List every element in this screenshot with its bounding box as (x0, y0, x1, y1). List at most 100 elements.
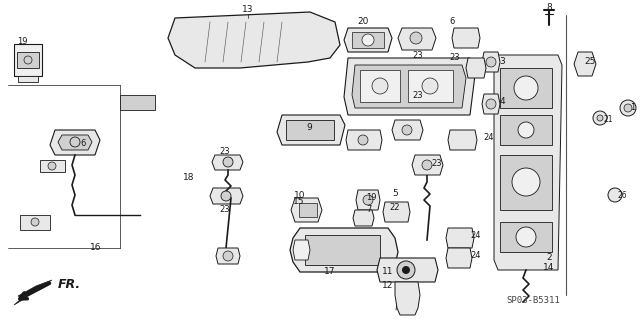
Bar (165, 8, 365, 108)
Polygon shape (494, 55, 562, 270)
Circle shape (70, 137, 80, 147)
Polygon shape (448, 130, 477, 150)
Bar (408, 70, 453, 102)
Text: 12: 12 (382, 280, 394, 290)
Polygon shape (168, 12, 340, 68)
Bar (352, 32, 384, 48)
Circle shape (358, 135, 368, 145)
Text: 8: 8 (546, 4, 552, 12)
Circle shape (221, 191, 231, 201)
Bar (170, 148, 270, 266)
Circle shape (512, 168, 540, 196)
Polygon shape (377, 258, 438, 282)
Text: 15: 15 (293, 197, 305, 206)
Text: 25: 25 (584, 57, 596, 66)
Text: 16: 16 (90, 243, 102, 253)
Text: 17: 17 (324, 268, 336, 277)
Text: FR.: FR. (58, 278, 81, 292)
Text: 23: 23 (450, 54, 460, 63)
Text: 5: 5 (392, 189, 398, 197)
Bar (340, 14, 490, 159)
Polygon shape (392, 120, 423, 140)
Text: 1: 1 (630, 103, 636, 113)
Polygon shape (277, 115, 345, 145)
Text: 18: 18 (183, 174, 195, 182)
Text: 24: 24 (471, 250, 481, 259)
Text: 9: 9 (306, 123, 312, 132)
Circle shape (363, 195, 373, 205)
Text: 23: 23 (220, 205, 230, 214)
Text: 14: 14 (543, 263, 555, 272)
Polygon shape (574, 52, 596, 76)
Circle shape (518, 122, 534, 138)
Circle shape (223, 251, 233, 261)
Bar (286, 120, 334, 140)
Bar (342, 155, 490, 265)
Circle shape (397, 261, 415, 279)
Polygon shape (383, 202, 410, 222)
Polygon shape (40, 160, 65, 172)
Text: 23: 23 (413, 91, 423, 100)
Bar (500, 222, 552, 252)
Text: 23: 23 (432, 159, 442, 167)
Polygon shape (346, 130, 382, 150)
Polygon shape (18, 76, 38, 82)
Bar (305, 235, 380, 265)
Polygon shape (352, 65, 466, 108)
Text: 10: 10 (294, 191, 306, 201)
Text: 21: 21 (603, 115, 612, 124)
Circle shape (422, 160, 432, 170)
Circle shape (372, 78, 388, 94)
Circle shape (402, 125, 412, 135)
Bar (14, 44, 42, 76)
Bar (500, 68, 552, 108)
Polygon shape (290, 228, 398, 272)
Text: 3: 3 (499, 57, 505, 66)
Polygon shape (482, 52, 500, 72)
Polygon shape (353, 210, 374, 226)
Text: 23: 23 (413, 50, 423, 60)
Polygon shape (487, 22, 565, 288)
Circle shape (223, 157, 233, 167)
Circle shape (624, 104, 632, 112)
Text: 6: 6 (449, 18, 454, 26)
Circle shape (486, 99, 496, 109)
Polygon shape (216, 248, 240, 264)
Polygon shape (466, 58, 486, 78)
Bar (17, 52, 39, 68)
Text: 22: 22 (390, 203, 400, 211)
Text: 2: 2 (546, 253, 552, 262)
Text: 26: 26 (617, 190, 627, 199)
Polygon shape (344, 28, 392, 52)
Polygon shape (8, 75, 155, 260)
Polygon shape (398, 28, 436, 50)
Polygon shape (210, 188, 243, 204)
Polygon shape (50, 130, 100, 155)
Polygon shape (344, 58, 475, 115)
Circle shape (362, 34, 374, 46)
Text: 6: 6 (80, 139, 86, 149)
Text: 20: 20 (357, 18, 369, 26)
Circle shape (516, 227, 536, 247)
Text: 13: 13 (243, 5, 253, 14)
Polygon shape (291, 198, 322, 222)
Text: SP03-B5311: SP03-B5311 (506, 296, 560, 305)
Text: 23: 23 (220, 147, 230, 157)
Bar (500, 155, 552, 210)
Bar (500, 115, 552, 145)
Text: 19: 19 (17, 38, 28, 47)
Circle shape (486, 57, 496, 67)
Text: 19: 19 (365, 192, 376, 202)
Text: 7: 7 (366, 205, 372, 214)
Circle shape (593, 111, 607, 125)
Text: 4: 4 (499, 98, 505, 107)
Circle shape (422, 78, 438, 94)
Bar (299, 203, 317, 217)
Polygon shape (446, 248, 472, 268)
Circle shape (24, 56, 32, 64)
Circle shape (514, 76, 538, 100)
Text: 24: 24 (471, 231, 481, 240)
Circle shape (48, 162, 56, 170)
Circle shape (410, 32, 422, 44)
Bar (360, 70, 400, 102)
